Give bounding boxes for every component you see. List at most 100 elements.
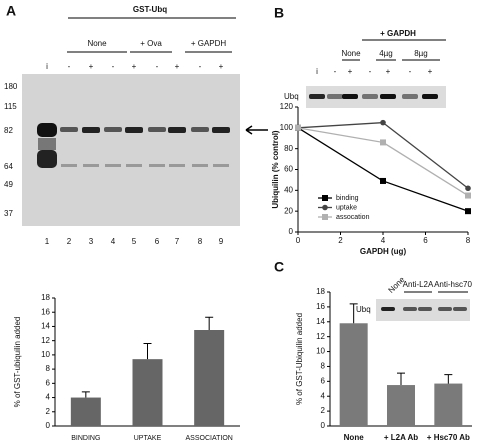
lane-sign: + bbox=[175, 62, 180, 71]
band bbox=[380, 94, 396, 99]
lane-number: 1 bbox=[45, 237, 50, 246]
series-line bbox=[297, 127, 469, 197]
y-tick-label: 16 bbox=[41, 307, 50, 316]
bar bbox=[434, 383, 463, 426]
band bbox=[438, 307, 452, 311]
y-tick-label: 18 bbox=[41, 293, 50, 302]
x-tick-label: ASSOCIATION bbox=[186, 435, 233, 442]
y-tick-label: 100 bbox=[280, 123, 294, 132]
band bbox=[168, 127, 186, 133]
y-tick-label: 12 bbox=[41, 336, 50, 345]
x-tick-label: 4 bbox=[381, 236, 386, 245]
legend-marker bbox=[322, 204, 328, 211]
group-label: + Ova bbox=[140, 39, 162, 48]
bar bbox=[194, 330, 225, 426]
y-tick-label: 4 bbox=[46, 393, 51, 402]
error-bar bbox=[397, 372, 405, 386]
lane-sign: + bbox=[348, 67, 353, 76]
lane-sign: + bbox=[89, 62, 94, 71]
band bbox=[37, 123, 57, 137]
band bbox=[213, 164, 229, 167]
legend-marker bbox=[322, 195, 328, 201]
band bbox=[327, 94, 343, 99]
y-tick-label: 20 bbox=[284, 206, 293, 215]
x-tick-label: BINDING bbox=[71, 435, 100, 442]
band bbox=[309, 94, 325, 99]
lane-number: 5 bbox=[132, 237, 137, 246]
point bbox=[380, 119, 386, 126]
band bbox=[148, 127, 166, 132]
y-tick-label: 18 bbox=[316, 287, 325, 296]
y-tick-label: 14 bbox=[316, 317, 325, 326]
point bbox=[465, 208, 471, 215]
x-tick-label: UPTAKE bbox=[134, 435, 162, 442]
band bbox=[37, 150, 57, 168]
error-bar bbox=[349, 303, 358, 324]
y-axis-label: Ubiquilin (% control) bbox=[271, 130, 280, 209]
legend-label: assocation bbox=[336, 214, 370, 221]
group-label: + GAPDH bbox=[191, 39, 227, 48]
lane-sign: + bbox=[428, 67, 433, 76]
y-tick-label: 120 bbox=[280, 102, 294, 111]
marker-label: 49 bbox=[4, 180, 13, 189]
x-tick-label: + Hsc70 Ab bbox=[427, 433, 470, 442]
y-axis-label: % of GST-ubiquilin added bbox=[13, 317, 22, 408]
y-tick-label: 14 bbox=[41, 322, 50, 331]
x-tick-label: + L2A Ab bbox=[384, 433, 418, 442]
point bbox=[380, 177, 386, 184]
error-bar bbox=[205, 316, 214, 330]
band bbox=[61, 164, 77, 167]
error-bar bbox=[444, 374, 453, 384]
condition-label: None bbox=[341, 49, 361, 58]
x-axis-label: GAPDH (ug) bbox=[360, 247, 407, 256]
y-tick-label: 80 bbox=[284, 144, 293, 153]
lane-sign: + bbox=[219, 62, 224, 71]
y-tick-label: 40 bbox=[284, 185, 293, 194]
y-tick-label: 8 bbox=[321, 362, 326, 371]
band bbox=[126, 164, 142, 167]
bar bbox=[387, 385, 415, 426]
band-label: Ubq bbox=[356, 305, 371, 314]
point bbox=[295, 124, 301, 131]
group-label: + GAPDH bbox=[380, 29, 416, 38]
x-tick-label: 0 bbox=[296, 236, 301, 245]
y-tick-label: 6 bbox=[321, 376, 326, 385]
band bbox=[82, 127, 100, 133]
band bbox=[402, 94, 418, 99]
lane-number: 9 bbox=[219, 237, 224, 246]
band bbox=[169, 164, 185, 167]
condition-label: Anti-hsc70 bbox=[434, 280, 472, 289]
band-label: Ubq bbox=[284, 92, 299, 101]
lane-sign: i bbox=[316, 67, 318, 76]
lane-sign: - bbox=[409, 67, 412, 76]
band bbox=[453, 307, 467, 311]
y-tick-label: 4 bbox=[321, 391, 326, 400]
lane-number: 4 bbox=[111, 237, 116, 246]
y-tick-label: 6 bbox=[46, 378, 51, 387]
error-bar bbox=[143, 343, 152, 360]
band bbox=[342, 94, 358, 99]
condition-label: 4µg bbox=[379, 49, 393, 58]
x-tick-label: None bbox=[344, 433, 365, 442]
bar bbox=[339, 323, 368, 426]
band bbox=[60, 127, 78, 132]
marker-label: 115 bbox=[4, 102, 17, 111]
legend-marker bbox=[322, 214, 328, 220]
y-tick-label: 2 bbox=[46, 407, 51, 416]
band bbox=[149, 164, 165, 167]
band bbox=[422, 94, 438, 99]
lane-number: 6 bbox=[155, 237, 160, 246]
bar bbox=[132, 359, 163, 426]
lane-sign: i bbox=[46, 62, 48, 71]
legend-label: binding bbox=[336, 195, 359, 202]
y-axis-label: % of GST-Ubiquilin added bbox=[295, 313, 304, 405]
marker-label: 37 bbox=[4, 209, 13, 218]
band bbox=[105, 164, 121, 167]
y-tick-label: 0 bbox=[289, 227, 294, 236]
legend-label: uptake bbox=[336, 204, 357, 211]
arrow bbox=[245, 125, 268, 135]
lane-sign: - bbox=[369, 67, 372, 76]
band bbox=[192, 164, 208, 167]
bar bbox=[70, 397, 101, 426]
lane-sign: - bbox=[68, 62, 71, 71]
